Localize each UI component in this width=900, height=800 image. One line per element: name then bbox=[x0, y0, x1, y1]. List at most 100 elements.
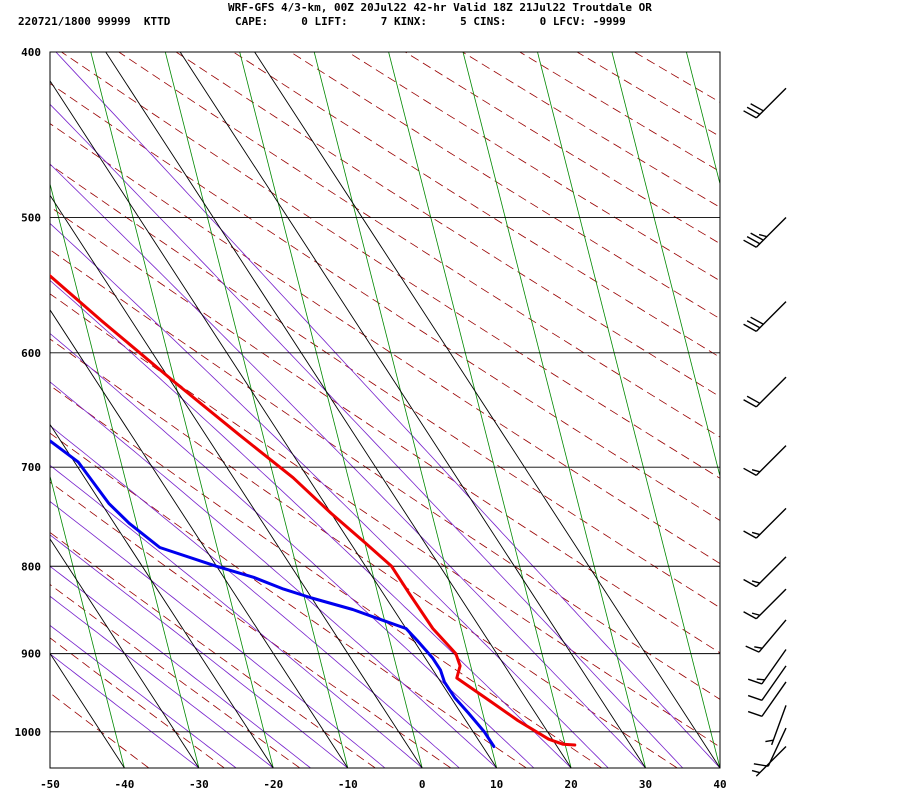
isotherm bbox=[105, 52, 572, 768]
mixing-ratio-line bbox=[239, 52, 423, 768]
sounding-line bbox=[50, 438, 496, 748]
isotherm bbox=[50, 652, 125, 768]
dry-adiabat bbox=[347, 52, 720, 282]
dry-adiabat bbox=[118, 52, 720, 438]
wind-barb bbox=[747, 649, 787, 685]
mixing-ratio-line bbox=[50, 474, 125, 768]
moist-adiabat bbox=[50, 381, 497, 768]
y-tick-label: 800 bbox=[21, 560, 41, 573]
dry-adiabat bbox=[50, 82, 720, 521]
moist-adiabat bbox=[55, 52, 720, 768]
dry-adiabat bbox=[50, 123, 720, 565]
dry-adiabat bbox=[50, 249, 720, 700]
sounding-series bbox=[50, 273, 577, 748]
wind-barb bbox=[745, 619, 787, 653]
wind-barb bbox=[753, 727, 787, 767]
y-tick-label: 600 bbox=[21, 347, 41, 360]
wind-barb bbox=[743, 588, 787, 620]
wind-barb bbox=[743, 507, 787, 539]
y-tick-label: 500 bbox=[21, 212, 41, 225]
isotherm bbox=[50, 194, 423, 768]
moist-adiabat bbox=[50, 653, 200, 768]
dry-adiabat bbox=[50, 164, 720, 609]
x-tick-label: -20 bbox=[263, 778, 283, 791]
mixing-ratio-line bbox=[388, 52, 572, 768]
isotherm bbox=[50, 309, 349, 768]
dry-adiabat bbox=[290, 52, 720, 320]
plot-frame bbox=[49, 51, 721, 769]
moist-adiabat bbox=[50, 595, 274, 768]
dry-adiabat bbox=[576, 52, 720, 138]
wind-barb bbox=[743, 301, 787, 332]
wind-barb bbox=[743, 445, 787, 476]
wind-barb bbox=[743, 376, 787, 408]
mixing-ratio-line bbox=[462, 52, 646, 768]
x-tick-labels: -50 -40 -30 -20 -10 0 10 20 30 40 bbox=[40, 778, 727, 791]
dry-adiabat bbox=[233, 52, 720, 358]
y-tick-labels: 400 500 600 700 800 900 1000 bbox=[15, 46, 42, 739]
x-tick-label: 0 bbox=[419, 778, 426, 791]
station-line: 220721/1800 99999 KTTD bbox=[18, 15, 171, 28]
moist-adiabat bbox=[50, 624, 237, 768]
wind-barbs bbox=[743, 87, 787, 777]
mixing-ratio-line bbox=[90, 52, 274, 768]
x-tick-label: 40 bbox=[713, 778, 726, 791]
x-tick-label: 10 bbox=[490, 778, 503, 791]
dry-adiabat bbox=[50, 481, 452, 768]
mixing-ratio-line bbox=[50, 182, 200, 768]
wind-barb bbox=[743, 87, 787, 119]
x-tick-label: -50 bbox=[40, 778, 60, 791]
moist-adiabat bbox=[50, 163, 646, 768]
mixing-ratio-line bbox=[537, 52, 720, 768]
moist-adiabat bbox=[50, 425, 460, 768]
moist-adiabat bbox=[50, 534, 349, 768]
moist-adiabat bbox=[50, 500, 386, 768]
x-tick-label: -10 bbox=[338, 778, 358, 791]
dry-adiabat bbox=[50, 384, 602, 768]
dry-adiabat bbox=[50, 432, 527, 768]
dry-adiabat bbox=[50, 531, 376, 768]
wind-barb bbox=[747, 665, 787, 701]
dry-adiabat bbox=[634, 52, 720, 103]
isotherm bbox=[50, 538, 200, 768]
moist-adiabat bbox=[50, 565, 311, 768]
isotherm bbox=[254, 52, 720, 768]
wind-barb bbox=[751, 745, 787, 777]
mixing-ratio-line bbox=[611, 52, 720, 478]
wind-barb bbox=[743, 217, 787, 248]
moist-adiabat bbox=[50, 222, 609, 768]
mixing-ratio-line bbox=[164, 52, 349, 768]
background-lines bbox=[50, 52, 720, 768]
wind-barb bbox=[743, 556, 787, 588]
isotherm bbox=[179, 52, 646, 768]
x-tick-label: -40 bbox=[115, 778, 135, 791]
moist-adiabat bbox=[50, 103, 684, 768]
dry-adiabat bbox=[50, 293, 720, 748]
mixing-ratio-line bbox=[686, 52, 720, 186]
temperature-gridlines bbox=[50, 52, 720, 768]
chart-title: WRF-GFS 4/3-km, 00Z 20Jul22 42-hr Valid … bbox=[228, 1, 652, 14]
y-tick-label: 900 bbox=[21, 648, 41, 661]
dry-adiabat bbox=[175, 52, 720, 398]
indices-line: CAPE: 0 LIFT: 7 KINX: 5 CINS: 0 LFCV: -9… bbox=[235, 15, 626, 28]
dry-adiabat bbox=[462, 52, 720, 208]
moist-adiabat bbox=[50, 464, 423, 768]
sounding-line bbox=[50, 273, 577, 747]
isotherm bbox=[50, 423, 274, 768]
mixing-ratio-line bbox=[313, 52, 498, 768]
x-tick-label: 20 bbox=[564, 778, 577, 791]
dry-adiabat bbox=[50, 338, 678, 768]
x-tick-label: -30 bbox=[189, 778, 209, 791]
moist-adiabat bbox=[50, 279, 572, 768]
x-tick-label: 30 bbox=[639, 778, 652, 791]
y-tick-label: 700 bbox=[21, 461, 41, 474]
wind-barb bbox=[765, 705, 787, 746]
wind-barb bbox=[747, 681, 787, 718]
dry-adiabat bbox=[50, 206, 720, 654]
y-tick-label: 400 bbox=[21, 46, 41, 59]
dry-adiabat bbox=[519, 52, 720, 173]
dry-adiabat bbox=[61, 52, 720, 479]
y-tick-label: 1000 bbox=[15, 726, 42, 739]
isotherm bbox=[50, 79, 498, 768]
